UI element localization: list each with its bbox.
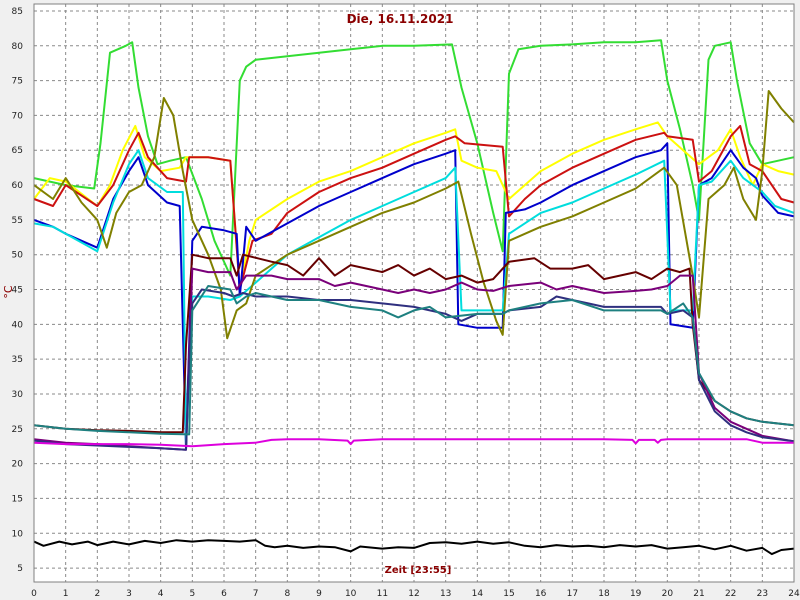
series-line-1 — [33, 39, 795, 277]
x-tick-label: 12 — [408, 589, 419, 599]
x-tick-label: 1 — [63, 589, 69, 599]
series-line-2 — [33, 121, 795, 291]
y-tick-label: 30 — [12, 390, 24, 400]
x-tick-label: 24 — [788, 589, 800, 599]
y-axis-ticks: 5 10 15 20 25 30 35 40 45 50 55 60 65 70 75 80 85 — [12, 7, 24, 574]
x-tick-label: 21 — [693, 589, 704, 599]
series-line-10 — [33, 285, 795, 436]
x-tick-label: 3 — [126, 589, 132, 599]
x-tick-label: 18 — [598, 589, 610, 599]
y-tick-label: 45 — [12, 286, 23, 296]
x-tick-label: 14 — [472, 589, 484, 599]
x-tick-label: 4 — [158, 589, 164, 599]
x-tick-label: 7 — [253, 589, 259, 599]
y-tick-label: 80 — [12, 42, 24, 52]
x-tick-label: 5 — [189, 589, 195, 599]
y-tick-label: 5 — [17, 564, 23, 574]
x-tick-label: 15 — [503, 589, 514, 599]
y-tick-label: 60 — [12, 181, 24, 191]
y-tick-label: 65 — [12, 146, 23, 156]
series-group — [33, 39, 795, 556]
x-tick-label: 9 — [316, 589, 322, 599]
x-axis-ticks: 0 1 2 3 4 5 6 7 8 9 10 11 12 13 14 15 16 17 18 19 20 21 22 23 24 — [31, 589, 800, 599]
y-tick-label: 75 — [12, 77, 23, 87]
x-tick-label: 20 — [662, 589, 674, 599]
y-tick-label: 25 — [12, 425, 23, 435]
x-tick-label: 10 — [345, 589, 357, 599]
x-tick-label: 22 — [725, 589, 736, 599]
x-tick-label: 23 — [757, 589, 768, 599]
y-axis-label: °C — [2, 285, 15, 299]
x-tick-label: 0 — [31, 589, 37, 599]
series-line-12 — [33, 539, 795, 556]
series-line-11 — [33, 438, 794, 448]
y-tick-label: 85 — [12, 7, 23, 17]
y-tick-label: 40 — [12, 320, 24, 330]
series-line-5 — [33, 149, 795, 450]
x-axis-label: Zeit [23:55] — [385, 565, 452, 576]
x-tick-label: 17 — [567, 589, 578, 599]
x-tick-label: 19 — [630, 589, 642, 599]
y-tick-label: 20 — [12, 460, 24, 470]
series-line-3 — [33, 124, 795, 291]
chart-title: Die, 16.11.2021 — [347, 12, 454, 26]
y-tick-label: 70 — [12, 111, 24, 121]
x-tick-label: 6 — [221, 589, 227, 599]
series-line-8 — [33, 267, 795, 451]
y-tick-label: 50 — [12, 251, 24, 261]
y-tick-label: 15 — [12, 494, 23, 504]
x-tick-label: 16 — [535, 589, 547, 599]
series-line-7 — [33, 253, 795, 434]
series-line-6 — [33, 90, 795, 340]
x-tick-label: 8 — [284, 589, 290, 599]
plot-frame — [33, 3, 795, 583]
y-tick-label: 10 — [12, 529, 24, 539]
y-tick-label: 55 — [12, 216, 23, 226]
x-tick-label: 13 — [440, 589, 451, 599]
grid — [34, 4, 794, 582]
x-tick-label: 2 — [94, 589, 100, 599]
x-tick-label: 11 — [377, 589, 388, 599]
y-tick-label: 35 — [12, 355, 23, 365]
